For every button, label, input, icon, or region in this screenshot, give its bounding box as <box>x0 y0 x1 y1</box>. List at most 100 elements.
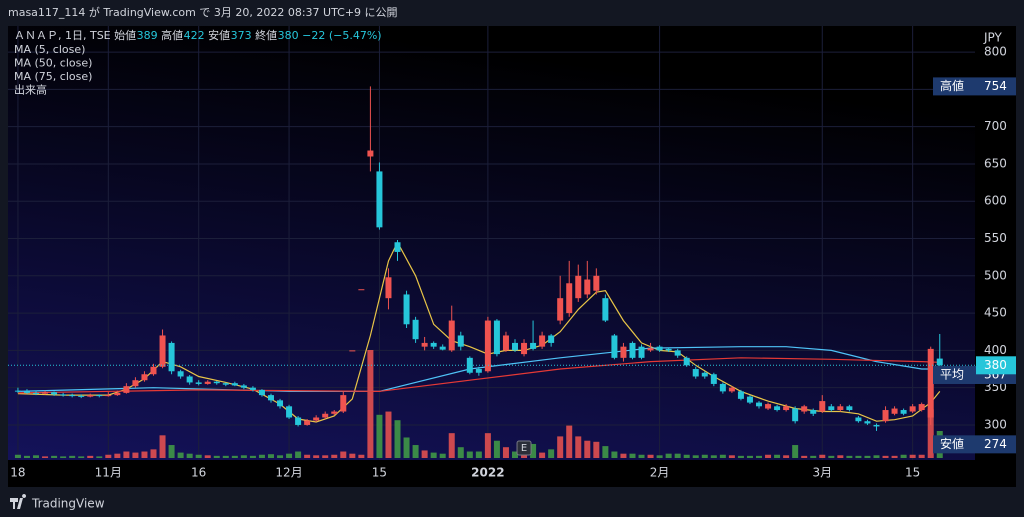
candle-body <box>33 392 40 394</box>
readout-label: 終値 <box>255 28 277 42</box>
volume-bar <box>918 454 925 458</box>
candle-body <box>340 395 347 412</box>
candle-body <box>593 275 600 291</box>
candle-body <box>638 346 645 358</box>
volume-bar <box>222 455 229 458</box>
candle-body <box>665 348 672 351</box>
candle-body <box>222 383 229 385</box>
candle-body <box>719 383 726 392</box>
volume-bar <box>186 453 193 458</box>
candle-body <box>864 421 871 424</box>
volume-bar <box>123 451 130 458</box>
y-tick-label: 450 <box>984 306 1007 320</box>
candle-body <box>376 171 383 228</box>
candle-body <box>539 335 546 347</box>
volume-bar <box>638 454 645 458</box>
candle-body <box>240 385 247 388</box>
volume-bar <box>656 455 663 458</box>
candle-body <box>60 394 67 396</box>
volume-bar <box>493 440 500 458</box>
volume-bar <box>837 455 844 458</box>
candle-body <box>927 348 934 418</box>
candle-body <box>756 402 763 407</box>
volume-bar <box>385 411 392 458</box>
candle-body <box>611 335 618 358</box>
volume-bar <box>737 455 744 458</box>
volume-bar <box>710 455 717 458</box>
volume-bar <box>286 453 293 458</box>
candle-body <box>846 406 853 411</box>
volume-bar <box>484 433 491 458</box>
volume-bar <box>620 453 627 458</box>
candle-body <box>168 342 175 372</box>
candle-body <box>267 395 274 401</box>
volume-bar <box>502 447 509 458</box>
x-tick-label: 18 <box>10 466 25 480</box>
candle-body <box>42 392 49 394</box>
readout-label: 高値 <box>161 28 183 42</box>
candle-body <box>728 387 735 392</box>
volume-bar <box>548 449 555 458</box>
y-tick-label: 400 <box>984 343 1007 357</box>
candle-body <box>548 335 555 343</box>
volume-bar <box>412 445 419 458</box>
volume-bar <box>765 454 772 458</box>
candle-body <box>439 346 446 350</box>
volume-bar <box>304 454 311 458</box>
volume-bar <box>900 454 907 458</box>
readout-label: 安値 <box>208 28 230 42</box>
readout-change: −22 (−5.47%) <box>302 29 381 42</box>
volume-bar <box>132 452 139 458</box>
price-label-name: 安値 <box>940 436 964 451</box>
candle-body <box>647 348 654 351</box>
candle-body <box>602 298 609 321</box>
volume-bar <box>430 452 437 458</box>
candle-body <box>313 417 320 421</box>
volume-bar <box>394 420 401 458</box>
volume-bar <box>42 456 49 458</box>
candle-body <box>78 395 85 397</box>
volume-bar <box>105 454 112 458</box>
price-label-value: 754 <box>984 79 1007 93</box>
price-label-value: 274 <box>984 437 1007 451</box>
volume-bar <box>367 350 374 458</box>
logo <box>10 494 27 509</box>
candle-body <box>105 395 112 397</box>
candle-body <box>737 391 744 399</box>
brand-name: TradingView <box>31 497 105 511</box>
candle-body <box>304 420 311 425</box>
candle-body <box>475 369 482 373</box>
candle-body <box>286 406 293 418</box>
x-tick-label: 12月 <box>275 466 302 480</box>
price-label-box <box>933 435 1016 454</box>
candle-body <box>710 374 717 384</box>
volume-bar <box>78 456 85 458</box>
x-tick-label: 11月 <box>95 466 122 480</box>
volume-bar <box>448 433 455 458</box>
candle-body <box>629 342 636 358</box>
volume-bar <box>530 443 537 458</box>
candle-body <box>819 401 826 412</box>
candle-body <box>448 320 455 351</box>
candle-body <box>575 275 582 299</box>
volume-bar <box>358 454 365 458</box>
volume-bar <box>267 454 274 458</box>
volume-bar <box>611 451 618 458</box>
volume-bar <box>51 455 58 458</box>
candle-body <box>51 392 58 395</box>
volume-bar <box>701 454 708 458</box>
candle-body <box>918 404 925 411</box>
candle-body <box>322 413 329 418</box>
volume-bar <box>692 455 699 458</box>
volume-bar <box>593 441 600 458</box>
candle-body <box>358 289 365 291</box>
last-price-label: 380 <box>984 358 1007 372</box>
candle-body <box>177 371 184 377</box>
volume-bar <box>159 435 166 458</box>
plot-area <box>8 26 975 460</box>
candle-body <box>855 417 862 422</box>
volume-bar <box>647 454 654 458</box>
candle-body <box>204 381 211 384</box>
volume-bar <box>909 454 916 458</box>
